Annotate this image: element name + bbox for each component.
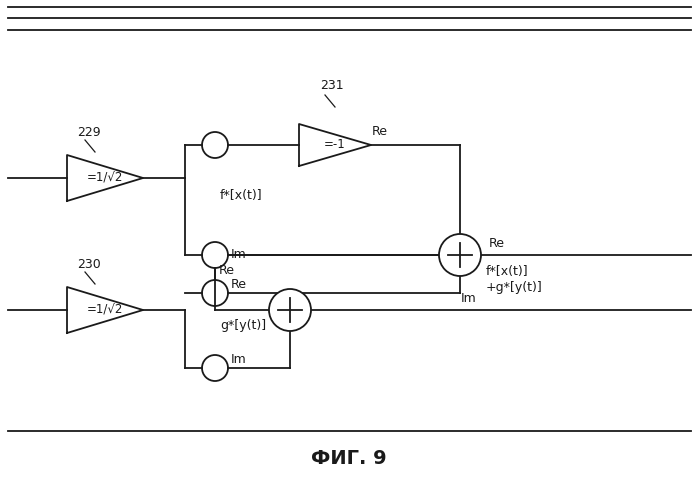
Text: Im: Im — [231, 353, 247, 366]
Text: 230: 230 — [77, 258, 101, 271]
Circle shape — [269, 289, 311, 331]
Text: Re: Re — [231, 278, 247, 291]
Text: =1/√2: =1/√2 — [87, 303, 123, 316]
Text: Re: Re — [219, 264, 235, 277]
Text: f*[x(t)]: f*[x(t)] — [486, 265, 528, 278]
Text: =-1: =-1 — [324, 139, 346, 152]
Text: f*[x(t)]: f*[x(t)] — [220, 188, 263, 201]
Text: 231: 231 — [320, 79, 344, 92]
Text: Re: Re — [372, 125, 388, 138]
Text: g*[y(t)]: g*[y(t)] — [220, 319, 266, 332]
Circle shape — [439, 234, 481, 276]
Text: Re: Re — [489, 237, 505, 250]
Text: Im: Im — [231, 248, 247, 261]
Text: =1/√2: =1/√2 — [87, 171, 123, 185]
Text: ФИГ. 9: ФИГ. 9 — [311, 450, 387, 469]
Text: 229: 229 — [77, 126, 101, 139]
Text: +g*[y(t)]: +g*[y(t)] — [486, 281, 542, 294]
Text: Im: Im — [461, 292, 477, 305]
